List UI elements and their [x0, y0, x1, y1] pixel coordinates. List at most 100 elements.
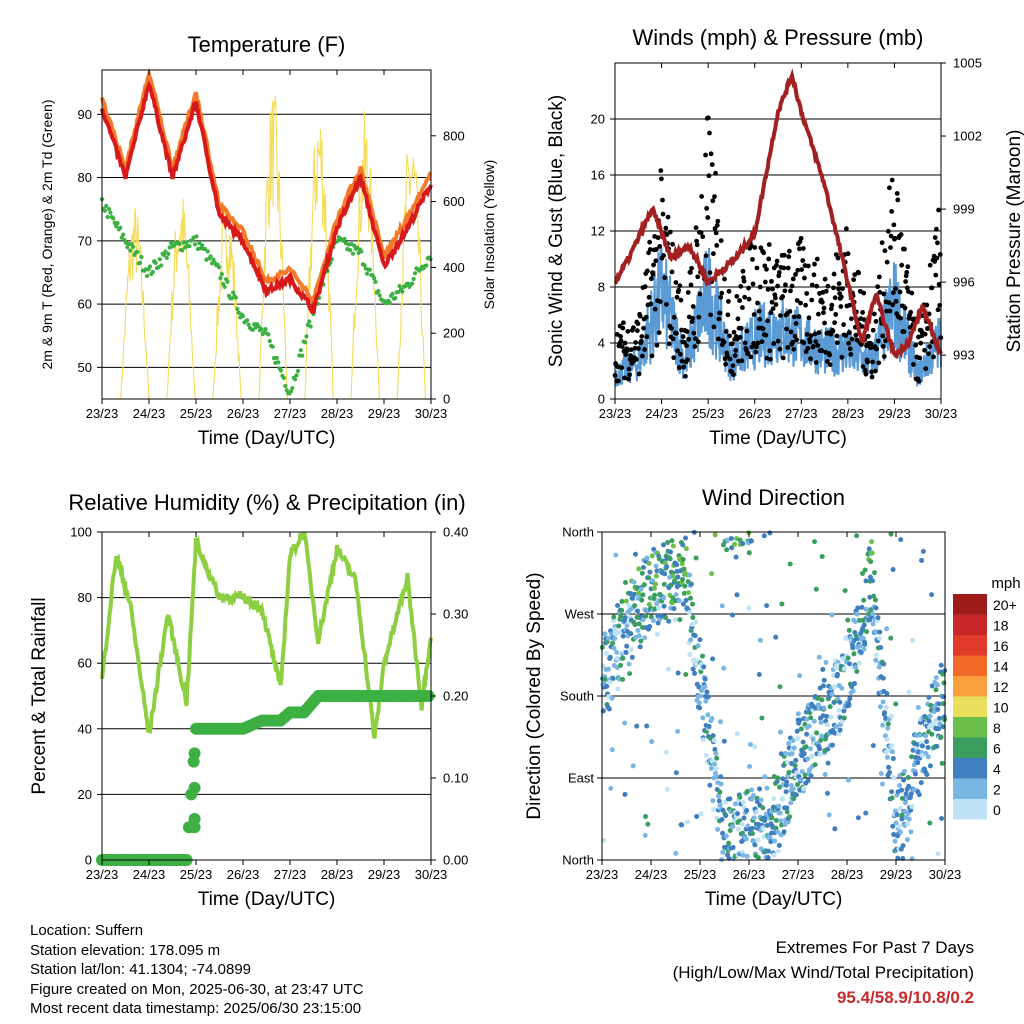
direction-point — [608, 631, 614, 637]
direction-point — [776, 803, 782, 809]
gust-point — [845, 251, 851, 257]
direction-point — [775, 829, 781, 835]
direction-point — [604, 683, 610, 689]
dewpoint-point — [205, 249, 210, 254]
direction-point — [908, 829, 914, 835]
gust-point — [903, 279, 909, 284]
direction-point — [807, 746, 813, 752]
direction-point — [675, 670, 681, 676]
direction-point — [832, 684, 838, 690]
gust-point — [825, 283, 831, 289]
gust-point — [827, 352, 833, 358]
direction-point — [653, 563, 659, 569]
dewpoint-point — [390, 291, 395, 296]
direction-point — [620, 655, 626, 661]
direction-point — [765, 855, 771, 861]
direction-point — [790, 786, 796, 792]
gust-point — [671, 355, 677, 361]
direction-point — [700, 715, 706, 721]
gust-point — [633, 340, 639, 345]
direction-point — [913, 754, 919, 760]
gust-point — [869, 369, 874, 375]
gust-point — [819, 299, 825, 305]
direction-point — [800, 739, 806, 745]
direction-point — [758, 797, 764, 803]
gust-point — [657, 299, 663, 305]
direction-point — [693, 555, 699, 561]
gust-point — [790, 339, 796, 345]
direction-point — [728, 536, 734, 542]
dewpoint-point — [350, 251, 356, 256]
direction-point — [807, 767, 813, 773]
direction-point — [639, 597, 645, 603]
gust-point — [685, 357, 691, 363]
direction-point — [619, 598, 625, 604]
gust-point — [744, 328, 750, 334]
direction-point — [886, 764, 892, 770]
direction-point — [760, 825, 766, 831]
dewpoint-point — [157, 257, 162, 262]
winds-y2tick-label: 1005 — [953, 56, 982, 71]
gust-point — [888, 233, 894, 239]
legend-swatch — [953, 696, 987, 717]
direction-point — [937, 715, 943, 721]
gust-point — [748, 354, 754, 360]
gust-point — [619, 344, 625, 350]
gust-point — [793, 271, 798, 277]
direction-point — [610, 640, 616, 646]
gust-point — [671, 314, 677, 320]
direction-point — [768, 809, 774, 815]
direction-point — [649, 553, 655, 559]
gust-point — [797, 246, 802, 252]
direction-point — [915, 705, 921, 711]
dewpoint-point — [411, 276, 416, 282]
direction-point — [635, 590, 641, 596]
direction-point — [666, 618, 672, 624]
dewpoint-point — [412, 271, 418, 276]
gust-point — [918, 340, 924, 346]
direction-point — [801, 751, 807, 757]
direction-point — [821, 677, 827, 683]
direction-point — [883, 749, 889, 755]
dewpoint-point — [219, 272, 224, 277]
direction-point — [805, 778, 811, 784]
dewpoint-point — [367, 267, 372, 272]
gust-point — [677, 283, 683, 289]
gust-point — [800, 246, 806, 251]
temperature-xtick-label: 27/23 — [274, 406, 307, 421]
gust-point — [804, 291, 810, 296]
gust-point — [822, 320, 827, 326]
direction-point — [614, 649, 620, 655]
gust-point — [799, 267, 805, 272]
direction-point — [634, 723, 640, 729]
direction-point — [651, 585, 657, 591]
direction-point — [630, 595, 636, 601]
direction-point — [756, 672, 762, 678]
direction-point — [744, 808, 750, 814]
direction-point — [829, 691, 835, 697]
direction-point — [885, 725, 891, 731]
direction-point — [670, 543, 676, 549]
gust-point — [909, 290, 915, 296]
direction-point — [630, 763, 636, 769]
gust-point — [684, 329, 690, 334]
direction-ytick-label: East — [568, 771, 594, 786]
winds-xlabel: Time (Day/UTC) — [709, 428, 847, 449]
direction-point — [938, 662, 944, 668]
gust-point — [652, 306, 658, 312]
direction-point — [863, 810, 869, 816]
gust-point — [814, 256, 820, 262]
dewpoint-point — [362, 262, 367, 268]
direction-point — [863, 606, 869, 612]
gust-point — [782, 288, 788, 294]
direction-point — [867, 594, 873, 600]
gust-point — [695, 339, 701, 345]
direction-point — [727, 828, 733, 834]
direction-point — [786, 769, 792, 775]
direction-xtick-label: 25/23 — [684, 867, 717, 882]
info-location: Location: Suffern — [30, 922, 144, 939]
gust-point — [763, 332, 769, 338]
direction-point — [892, 808, 898, 814]
gust-point — [935, 240, 940, 246]
gust-point — [676, 287, 682, 293]
